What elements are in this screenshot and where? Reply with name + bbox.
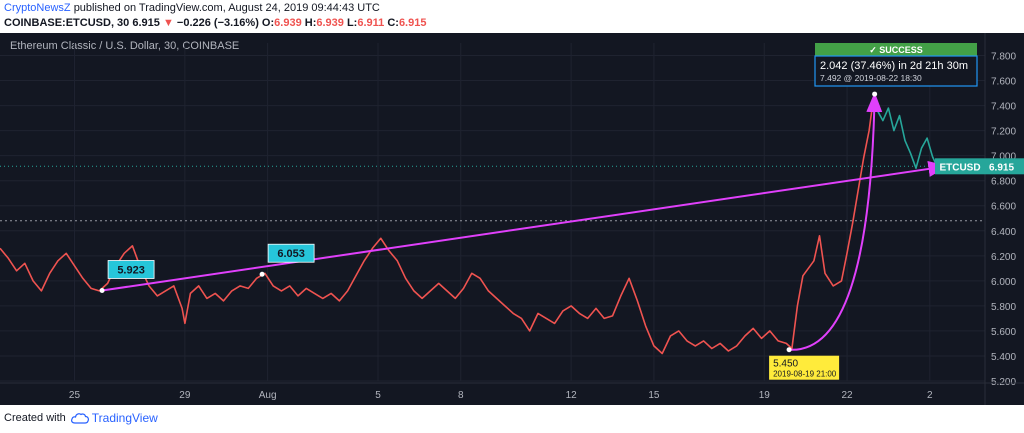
chart-background (0, 33, 1024, 405)
footer: Created with TradingView (4, 411, 158, 425)
y-tick-label: 7.000 (991, 152, 1016, 163)
price-label-box (107, 260, 155, 279)
annotation-layer: 5.923 6.053 ✓ SUCCESS 2.042 (37.46%) in 2d … (0, 43, 985, 380)
label-anchor-dot (99, 287, 105, 293)
y-tick-label: 7.200 (991, 127, 1016, 138)
published-text: published on TradingView.com, August 24,… (73, 2, 380, 14)
y-tick-label: 7.400 (991, 102, 1016, 113)
low-info-date: 2019-08-19 21:00 (773, 370, 837, 379)
y-tick-label: 7.600 (991, 77, 1016, 88)
y-tick-label: 6.400 (991, 227, 1016, 238)
change-arrow: ▼ (162, 17, 174, 29)
y-tick-label: 6.000 (991, 277, 1016, 288)
close-value: 6.915 (398, 17, 427, 29)
price-label: 6.053 (267, 243, 315, 263)
x-tick-label: 25 (69, 390, 81, 401)
author-link[interactable]: CryptoNewsZ (4, 2, 71, 14)
tradingview-logo[interactable]: TradingView (70, 411, 158, 425)
x-tick-label: 29 (179, 390, 191, 401)
x-tick-label: 19 (759, 390, 771, 401)
change-value: −0.226 (−3.16%) (176, 17, 259, 29)
symbol-tag (935, 158, 985, 175)
low-point-dot (786, 347, 792, 353)
open-value: 6.939 (274, 17, 302, 29)
low-info-value: 5.450 (773, 359, 798, 370)
y-tick-label: 5.400 (991, 352, 1016, 363)
symbol-label: COINBASE:ETCUSD, 30 (4, 17, 130, 29)
label-anchor-dot (259, 271, 265, 277)
last-price-tag (985, 158, 1024, 175)
close-label: C: (387, 17, 399, 29)
trendline (101, 161, 949, 292)
created-with-text: Created with (4, 412, 66, 424)
low-info-box (769, 355, 840, 380)
series-layer (0, 99, 938, 355)
axis-layer: 7.800 7.600 7.400 7.200 7.000 6.800 6.600 6.400… (0, 33, 1024, 405)
open-label: O: (261, 17, 275, 29)
price-series-up (872, 99, 938, 169)
price-chart[interactable]: Ethereum Classic / U.S. Dollar, 30, COIN… (0, 33, 1024, 405)
price-label-box (267, 243, 315, 263)
success-text: ✓ SUCCESS (869, 45, 923, 55)
x-tick-label: 8 (458, 390, 464, 401)
low-label: L: (346, 17, 358, 29)
y-tick-label: 6.200 (991, 252, 1016, 263)
last-price-tag-text: 6.915 (989, 162, 1014, 173)
price-label: 5.923 (107, 260, 155, 279)
price-label-text: 6.053 (277, 248, 305, 260)
high-label: H: (304, 17, 317, 29)
y-tick-label: 5.800 (991, 302, 1016, 313)
x-tick-label: 12 (566, 390, 578, 401)
price-label-text: 5.923 (117, 264, 145, 276)
tradingview-brand: TradingView (91, 411, 158, 425)
high-value: 6.939 (316, 17, 344, 29)
measure-line-1: 2.042 (37.46%) in 2d 21h 30m (820, 60, 968, 72)
x-tick-label: 15 (648, 390, 660, 401)
price-series-down (0, 99, 875, 355)
y-tick-label: 6.800 (991, 177, 1016, 188)
measure-box (814, 55, 978, 87)
x-tick-label: 22 (841, 390, 853, 401)
y-tick-label: 7.800 (991, 52, 1016, 63)
x-tick-label: 2 (927, 390, 933, 401)
measure-line-2: 7.492 @ 2019-08-22 18:30 (820, 73, 922, 83)
y-tick-label: 5.600 (991, 327, 1016, 338)
ohlc-line: COINBASE:ETCUSD, 30 6.915 ▼ −0.226 (−3.1… (4, 17, 426, 29)
price-scale-bg (985, 33, 1024, 405)
publish-line: CryptoNewsZ published on TradingView.com… (4, 2, 380, 14)
x-tick-label: Aug (259, 390, 277, 401)
cloud-icon (70, 413, 89, 424)
chart-title: Ethereum Classic / U.S. Dollar, 30, COIN… (10, 40, 239, 52)
rise-curve-arrow (789, 92, 883, 351)
symbol-tag-text: ETCUSD (939, 162, 980, 173)
y-tick-label: 6.600 (991, 202, 1016, 213)
success-banner (815, 43, 977, 56)
peak-dot (872, 91, 878, 97)
x-tick-label: 5 (375, 390, 381, 401)
chart-area[interactable]: Ethereum Classic / U.S. Dollar, 30, COIN… (0, 33, 1024, 405)
low-value: 6.911 (357, 17, 385, 29)
last-price: 6.915 (132, 17, 160, 29)
